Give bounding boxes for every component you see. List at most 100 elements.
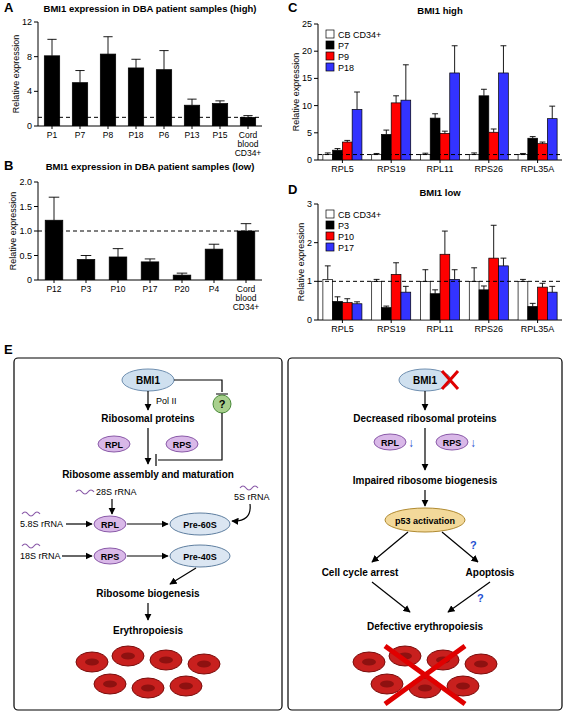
x-tick	[342, 320, 343, 323]
x-tick	[192, 126, 193, 129]
red-cell	[132, 678, 164, 698]
red-cell	[150, 650, 182, 670]
y-tick	[34, 126, 38, 127]
panel-E: EBMI1Pol II?Ribosomal proteinsRPLRPSRibo…	[4, 342, 562, 710]
bar	[44, 56, 59, 126]
y-tick	[314, 242, 318, 243]
diagram-text: RPS	[443, 438, 462, 448]
x-tick	[118, 280, 119, 283]
label-line: RPL5	[331, 324, 354, 334]
category-label: CordbloodCD34+	[233, 284, 260, 312]
category-label: P1	[47, 130, 58, 140]
error-bar	[530, 137, 536, 139]
y-tick-label: 2	[307, 238, 312, 248]
diagram-text: Pol II	[156, 396, 177, 406]
red-cell	[371, 674, 403, 694]
bar	[184, 105, 199, 126]
diagram-text: RPL	[381, 438, 400, 448]
y-tick	[34, 22, 38, 23]
error-bar	[540, 283, 546, 287]
error-bar	[491, 225, 497, 258]
panel-letter: B	[4, 158, 13, 173]
category-label: RPL11	[427, 164, 454, 174]
arrow	[62, 555, 92, 556]
label-line: P3	[81, 284, 92, 294]
error-bar	[481, 286, 487, 290]
error-bar	[131, 59, 140, 68]
x-tick	[108, 126, 109, 129]
label-line: P18	[128, 130, 143, 140]
y-tick-label: 20	[302, 46, 312, 56]
y-tick-label: 12	[22, 17, 32, 27]
bar	[381, 308, 391, 320]
rna-squiggle	[22, 512, 40, 516]
error-bar	[344, 299, 350, 303]
bar	[420, 155, 430, 160]
x-tick	[54, 280, 55, 283]
red-cell-center	[103, 681, 117, 688]
y-tick-label: 1.0	[19, 226, 32, 236]
y-axis	[38, 22, 39, 126]
arrow	[66, 523, 92, 524]
category-label: P10	[110, 284, 125, 294]
label-line: P12	[46, 284, 61, 294]
error-bar	[471, 268, 477, 282]
bar	[109, 257, 127, 280]
rna-squiggle	[22, 544, 40, 548]
y-tick	[34, 206, 38, 207]
bar	[333, 301, 343, 320]
category-label: P7	[75, 130, 86, 140]
figure: ABMI1 expression in DBA patient samples …	[0, 0, 569, 717]
label-line: P10	[110, 284, 125, 294]
bar	[450, 279, 460, 320]
x-tick	[440, 160, 441, 163]
label-line: RPS26	[475, 324, 504, 334]
bar	[528, 138, 538, 160]
diagram-text: Cell cycle arrest	[322, 567, 399, 578]
bar	[538, 287, 548, 320]
error-bar	[432, 114, 438, 118]
y-tick	[314, 78, 318, 79]
bar	[440, 133, 450, 160]
label-line: P6	[159, 130, 170, 140]
x-axis	[38, 126, 262, 127]
red-cell-center	[197, 661, 211, 668]
label-line: CD34+	[233, 302, 260, 312]
legend-swatch	[326, 63, 334, 71]
panel-letter: D	[288, 182, 297, 197]
node	[122, 369, 174, 391]
diagram-text: Impaired ribosome biogenesis	[353, 475, 498, 486]
error-bar	[344, 140, 350, 142]
node	[170, 513, 230, 535]
diagram-text: ?	[477, 592, 484, 604]
label-line: P1	[47, 130, 58, 140]
error-bar	[481, 89, 487, 96]
bar	[372, 155, 382, 160]
error-bar	[49, 197, 60, 220]
legend-label: P17	[338, 243, 354, 253]
diagram-box	[288, 358, 562, 710]
x-tick	[52, 126, 53, 129]
category-label: RPS19	[377, 164, 406, 174]
arrow	[147, 391, 148, 410]
y-tick	[314, 105, 318, 106]
red-cell	[353, 652, 385, 672]
inhibition	[156, 413, 222, 466]
bar	[342, 142, 352, 160]
diagram-text: 28S rRNA	[96, 487, 137, 497]
y-tick-label: 10	[302, 101, 312, 111]
arrow	[442, 532, 478, 562]
bar	[205, 249, 223, 280]
bar	[489, 258, 499, 320]
bar	[391, 103, 401, 160]
y-tick-label: 2.0	[19, 177, 32, 187]
diagram-text: 18S rRNA	[20, 551, 61, 561]
error-bar	[335, 297, 341, 302]
diagram-text: Ribosomal proteins	[101, 413, 195, 424]
bar	[518, 155, 528, 160]
y-tick-label: 4	[27, 86, 32, 96]
error-bar	[103, 37, 112, 54]
diagram-text: Defective erythropoiesis	[367, 621, 484, 632]
arrow	[424, 391, 425, 410]
unknown-node	[213, 395, 231, 413]
